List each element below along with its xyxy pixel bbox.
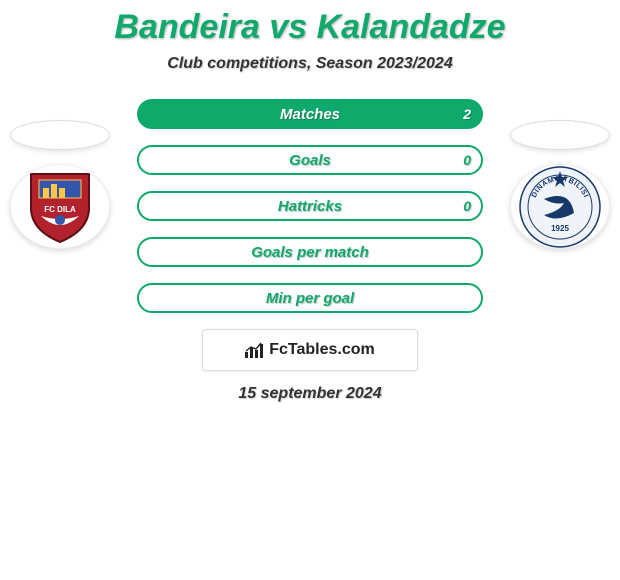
stat-right-value: 0	[463, 198, 471, 214]
comparison-card: Bandeira vs Kalandadze Club competitions…	[0, 0, 620, 580]
stat-row: Min per goal	[137, 283, 483, 313]
stat-right-value: 0	[463, 152, 471, 168]
stat-right-value: 2	[463, 106, 471, 122]
stat-label: Goals	[289, 152, 331, 169]
right-player-column: DINAMO TBILISI 1925	[510, 120, 610, 249]
stat-label: Matches	[280, 106, 340, 123]
dinamo-year: 1925	[551, 224, 569, 233]
stat-label: Goals per match	[251, 244, 369, 261]
left-player-photo-placeholder	[10, 120, 110, 150]
brand-box[interactable]: FcTables.com	[202, 329, 418, 371]
date-line: 15 september 2024	[0, 385, 620, 403]
left-club-badge: FC DILA	[10, 164, 110, 249]
dinamo-crest-icon: DINAMO TBILISI 1925	[518, 165, 602, 249]
subtitle: Club competitions, Season 2023/2024	[0, 55, 620, 73]
right-club-badge: DINAMO TBILISI 1925	[510, 164, 610, 249]
brand-text: FcTables.com	[269, 341, 375, 359]
stat-row: Matches 2	[137, 99, 483, 129]
stat-label: Min per goal	[266, 290, 354, 307]
stat-row: Hattricks 0	[137, 191, 483, 221]
stats-list: Matches 2 Goals 0 Hattricks 0 Goals per match M…	[137, 99, 483, 313]
svg-text:FC DILA: FC DILA	[44, 205, 76, 214]
stat-row: Goals 0	[137, 145, 483, 175]
stat-label: Hattricks	[278, 198, 342, 215]
stat-row: Goals per match	[137, 237, 483, 267]
dila-crest-icon: FC DILA	[21, 168, 99, 246]
left-player-column: FC DILA	[10, 120, 110, 249]
chart-icon	[245, 342, 265, 358]
right-player-photo-placeholder	[510, 120, 610, 150]
page-title: Bandeira vs Kalandadze	[0, 0, 620, 47]
